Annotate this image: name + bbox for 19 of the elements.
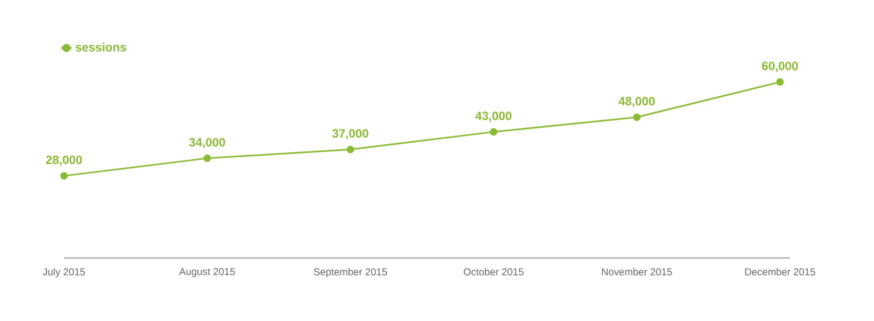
point: [346, 146, 354, 154]
x-tick-label: October 2015: [464, 268, 524, 276]
point: [203, 154, 211, 162]
data-label: 60,000: [762, 62, 798, 72]
legend-label: sessions: [76, 42, 126, 52]
point: [633, 113, 641, 121]
data-label: 28,000: [46, 156, 82, 166]
x-tick-label: July 2015: [42, 268, 85, 278]
x-tick-label: December 2015: [745, 268, 816, 276]
data-label: 43,000: [475, 112, 512, 122]
point: [60, 172, 68, 180]
point: [490, 128, 498, 136]
data-label: 37,000: [332, 129, 368, 140]
point: [776, 78, 784, 86]
data-label: 34,000: [189, 138, 226, 148]
x-tick-label: September 2015: [314, 268, 387, 278]
x-tick-label: November 2015: [602, 268, 672, 276]
data-label: 48,000: [618, 96, 655, 108]
x-tick-label: August 2015: [179, 268, 235, 278]
